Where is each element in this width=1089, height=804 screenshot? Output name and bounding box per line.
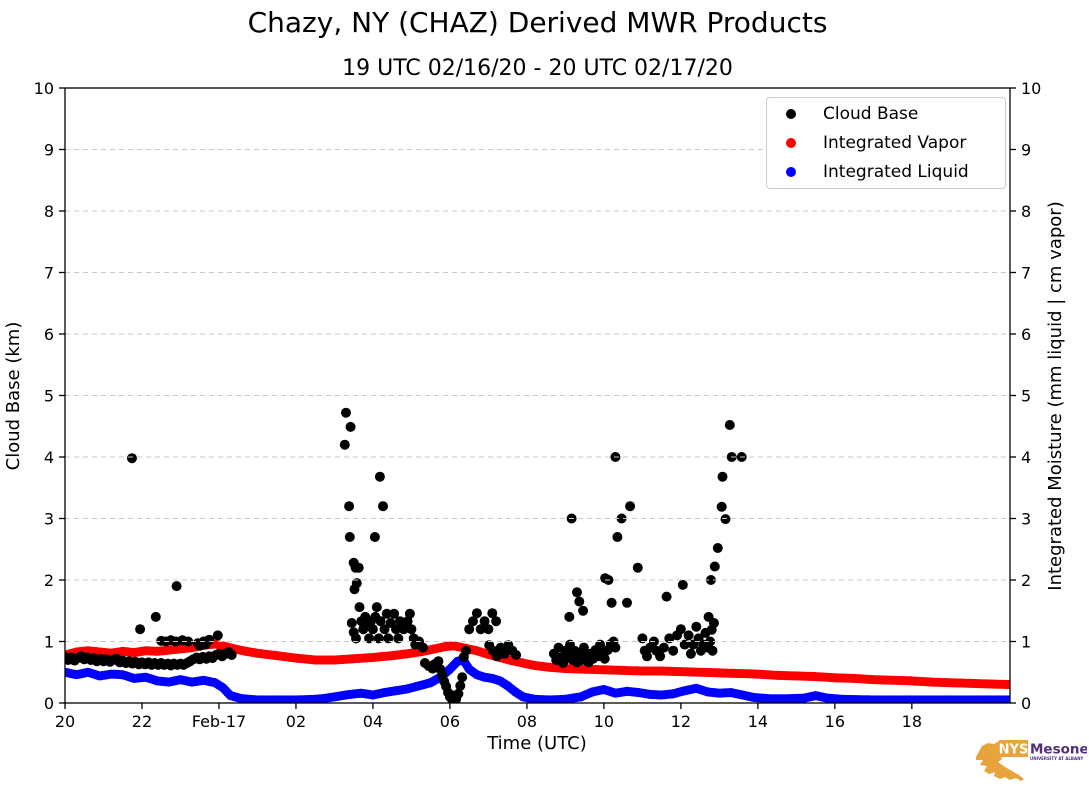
y-tick-label-right: 9 bbox=[1021, 141, 1031, 160]
y-tick-label-right: 0 bbox=[1021, 694, 1031, 713]
ny-state-shape-icon bbox=[976, 741, 1024, 781]
y-tick-label-right: 10 bbox=[1021, 79, 1041, 98]
y-tick-label-right: 1 bbox=[1021, 633, 1031, 652]
x-tick-label: 22 bbox=[132, 712, 152, 731]
y-tick-label-left: 5 bbox=[44, 387, 54, 406]
series-integrated-liquid bbox=[65, 655, 1010, 703]
x-tick-label: 10 bbox=[594, 712, 614, 731]
y-axis-label-left: Cloud Base (km) bbox=[3, 322, 24, 471]
gridlines bbox=[65, 149, 1010, 642]
x-tick-label: 14 bbox=[748, 712, 768, 731]
x-tick-label: 12 bbox=[671, 712, 691, 731]
x-tick-label: 20 bbox=[55, 712, 75, 731]
y-tick-label-left: 1 bbox=[44, 633, 54, 652]
y-tick-label-left: 8 bbox=[44, 202, 54, 221]
x-tick-label: 16 bbox=[825, 712, 845, 731]
logo-nys-text: NYS bbox=[999, 743, 1029, 758]
y-tick-label-right: 7 bbox=[1021, 264, 1031, 283]
y-tick-label-left: 10 bbox=[34, 79, 54, 98]
nys-box bbox=[999, 740, 1028, 757]
legend-item-integrated-liquid: Integrated Liquid bbox=[786, 161, 1005, 183]
legend-label-integrated-liquid: Integrated Liquid bbox=[823, 162, 969, 182]
y-tick-label-left: 0 bbox=[44, 694, 54, 713]
y-tick-label-right: 3 bbox=[1021, 510, 1031, 529]
logo-tagline-text: UNIVERSITY AT ALBANY bbox=[1030, 756, 1083, 761]
plot-points bbox=[65, 407, 1010, 703]
y-tick-label-right: 4 bbox=[1021, 448, 1031, 467]
series-cloud-base bbox=[65, 407, 747, 703]
nys-mesonet-logo: NYS Mesonet UNIVERSITY AT ALBANY bbox=[976, 740, 1087, 781]
page-title: Chazy, NY (CHAZ) Derived MWR Products bbox=[247, 6, 828, 39]
cloud-base-dot-icon bbox=[786, 109, 796, 119]
x-tick-label: 04 bbox=[363, 712, 383, 731]
legend: Cloud Base Integrated Vapor Integrated L… bbox=[766, 97, 1006, 189]
y-tick-label-right: 6 bbox=[1021, 325, 1031, 344]
x-tick-label: 06 bbox=[440, 712, 460, 731]
logo-mesonet-text: Mesonet bbox=[1030, 742, 1087, 758]
x-tick-label: 08 bbox=[517, 712, 537, 731]
x-tick-label: 02 bbox=[286, 712, 306, 731]
y-tick-label-left: 7 bbox=[44, 264, 54, 283]
y-tick-label-right: 5 bbox=[1021, 387, 1031, 406]
y-tick-label-left: 4 bbox=[44, 448, 54, 467]
x-tick-label: Feb-17 bbox=[192, 712, 246, 731]
page-subtitle: 19 UTC 02/16/20 - 20 UTC 02/17/20 bbox=[342, 56, 733, 81]
legend-item-integrated-vapor: Integrated Vapor bbox=[786, 132, 1005, 154]
y-tick-label-right: 2 bbox=[1021, 571, 1031, 590]
x-axis-label: Time (UTC) bbox=[486, 733, 587, 754]
y-tick-label-left: 2 bbox=[44, 571, 54, 590]
integrated-liquid-dot-icon bbox=[786, 167, 796, 177]
legend-label-integrated-vapor: Integrated Vapor bbox=[823, 133, 967, 153]
y-tick-label-left: 9 bbox=[44, 141, 54, 160]
y-tick-label-left: 6 bbox=[44, 325, 54, 344]
integrated-vapor-dot-icon bbox=[786, 138, 796, 148]
legend-item-cloud-base: Cloud Base bbox=[786, 103, 1005, 125]
legend-label-cloud-base: Cloud Base bbox=[823, 104, 919, 124]
y-tick-label-right: 8 bbox=[1021, 202, 1031, 221]
y-axis-label-right: Integrated Moisture (mm liquid | cm vapo… bbox=[1045, 201, 1066, 590]
x-tick-label: 18 bbox=[902, 712, 922, 731]
y-tick-label-left: 3 bbox=[44, 510, 54, 529]
